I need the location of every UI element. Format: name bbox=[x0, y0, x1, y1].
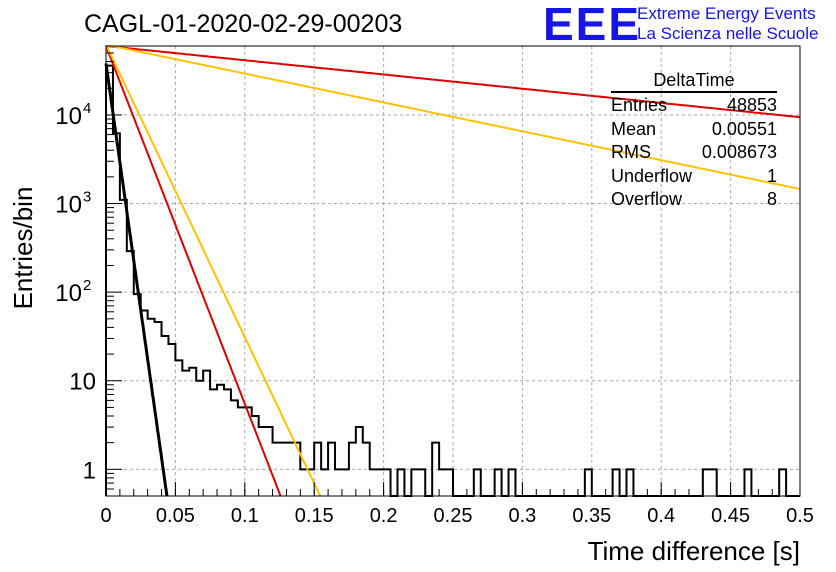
stats-label: Overflow bbox=[611, 189, 683, 209]
stats-row-rms: RMS 0.008673 bbox=[611, 141, 777, 165]
eee-logo-line2: La Scienza nelle Scuole bbox=[637, 24, 819, 43]
x-axis-label: Time difference [s] bbox=[588, 536, 800, 566]
histogram-title: CAGL-01-2020-02-29-00203 bbox=[84, 10, 403, 38]
x-tick-label: 0.1 bbox=[231, 505, 259, 527]
x-tick-label: 0.15 bbox=[295, 505, 334, 527]
x-tick-label: 0.05 bbox=[156, 505, 195, 527]
x-tick-label: 0.5 bbox=[786, 505, 814, 527]
stats-value: 0.008673 bbox=[701, 142, 777, 162]
stats-value: 48853 bbox=[726, 95, 777, 115]
stats-box: DeltaTime Entries 48853 Mean 0.00551 RMS… bbox=[611, 69, 777, 212]
stats-row-entries: Entries 48853 bbox=[611, 94, 777, 118]
x-tick-label: 0.2 bbox=[370, 505, 398, 527]
x-tick-label: 0.3 bbox=[508, 505, 536, 527]
y-tick-exponent: 3 bbox=[83, 189, 91, 206]
fit-curve bbox=[105, 45, 282, 497]
y-tick-label: 10 bbox=[55, 103, 82, 130]
fit-curve bbox=[106, 45, 801, 190]
eee-logo-line1: Extreme Energy Events bbox=[637, 4, 816, 23]
stats-value: 1 bbox=[766, 165, 777, 186]
plot-frame bbox=[105, 45, 801, 497]
stats-label: Entries bbox=[611, 95, 668, 115]
axes: 0 0.05 0.1 0.15 0.2 0.25 0.3 0.35 0.4 0.45 0.5 1 10 1… bbox=[55, 45, 814, 527]
x-tick-label: 0.25 bbox=[434, 505, 473, 527]
x-tick-label: 0.35 bbox=[572, 505, 611, 527]
fit-curve bbox=[105, 45, 322, 497]
x-tick-label: 0 bbox=[100, 505, 111, 527]
stats-row-overflow: Overflow 8 bbox=[611, 188, 777, 212]
y-tick-label: 10 bbox=[55, 192, 82, 219]
y-tick-exponent: 4 bbox=[83, 100, 91, 117]
stats-value: 8 bbox=[766, 189, 777, 209]
y-tick-exponent: 2 bbox=[83, 277, 91, 294]
grid-lines bbox=[106, 46, 800, 496]
y-tick-label: 10 bbox=[69, 369, 96, 396]
y-axis-label: Entries/bin bbox=[8, 187, 38, 310]
stats-label: RMS bbox=[611, 142, 651, 162]
stats-value: 0.00551 bbox=[711, 118, 777, 139]
y-tick-label: 10 bbox=[55, 280, 82, 307]
eee-logo: EEE bbox=[543, 0, 642, 50]
stats-row-mean: Mean 0.00551 bbox=[611, 118, 777, 142]
y-tick-label: 1 bbox=[83, 457, 96, 484]
stats-label: Mean bbox=[611, 118, 657, 139]
stats-label: Underflow bbox=[611, 165, 693, 186]
stats-row-underflow: Underflow 1 bbox=[611, 165, 777, 189]
stats-box-title: DeltaTime bbox=[611, 69, 777, 93]
x-tick-label: 0.4 bbox=[647, 505, 675, 527]
fit-curve bbox=[104, 63, 169, 496]
x-tick-label: 0.45 bbox=[711, 505, 750, 527]
fit-curve bbox=[105, 45, 801, 119]
